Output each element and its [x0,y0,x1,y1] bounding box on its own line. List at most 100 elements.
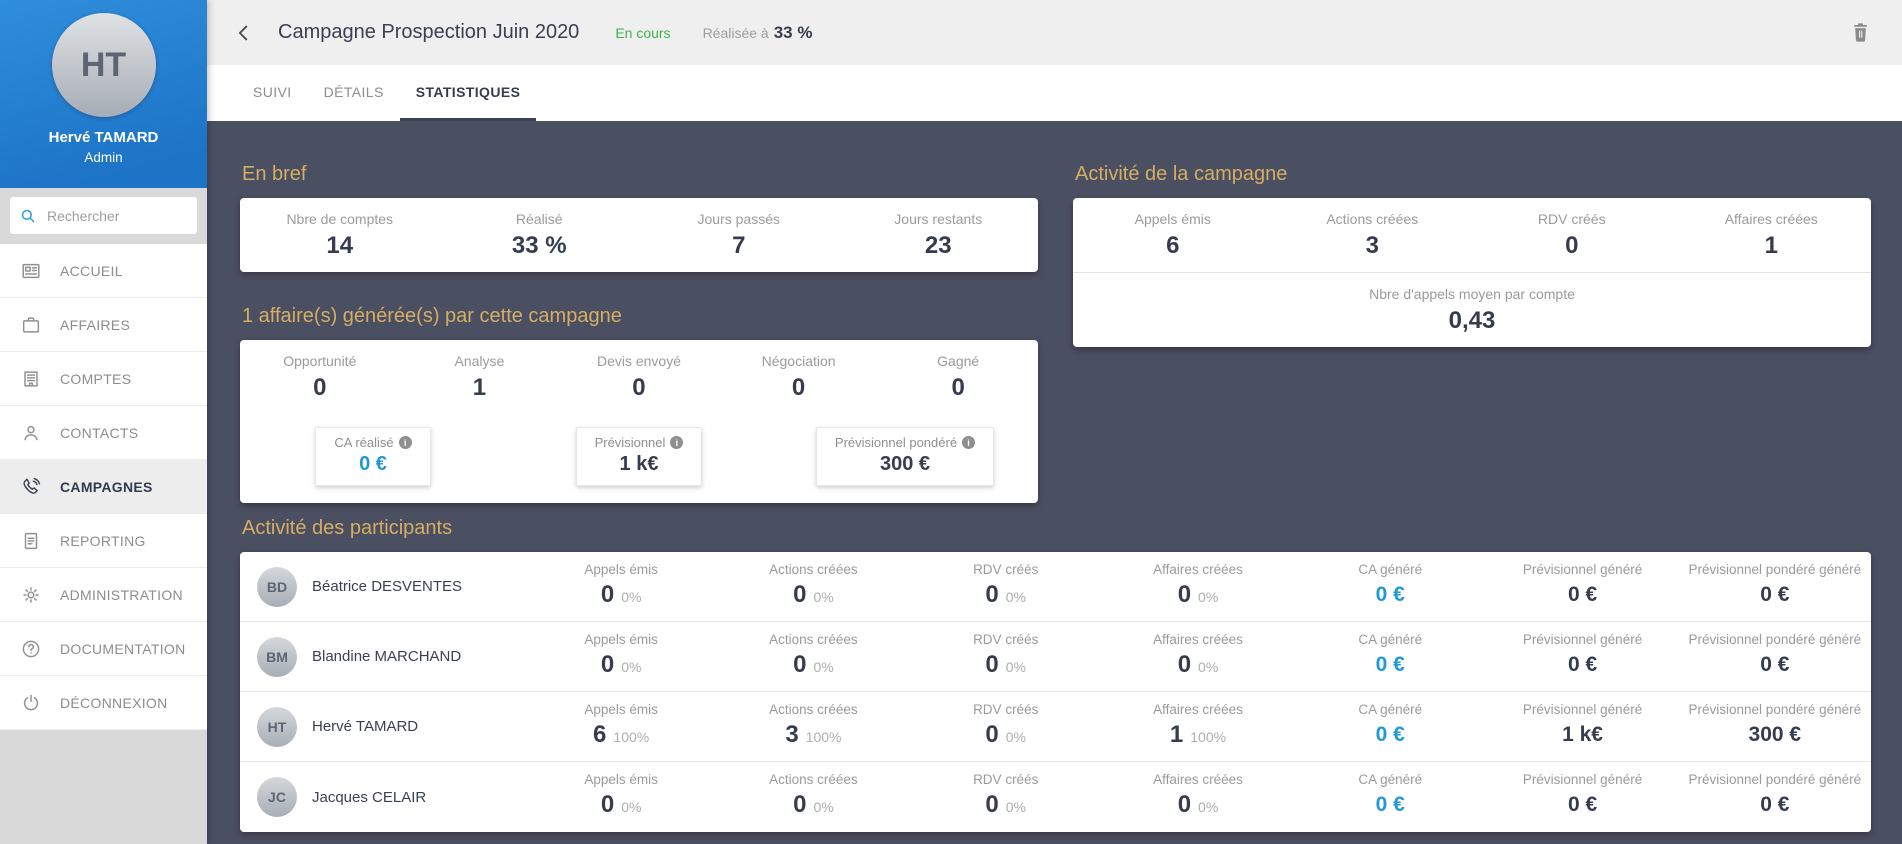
participant-stat: Prévisionnel généré 1 k€ [1486,692,1678,761]
pipeline-stat-value: 0 [313,374,327,401]
delete-campaign-button[interactable] [1851,22,1870,43]
participant-stat-value: 0 0% [910,581,1102,611]
participant-stat-value: 0 0% [717,791,909,821]
pipeline-stat-value: 0 [791,374,806,401]
sidebar-item-label: ADMINISTRATION [60,586,183,603]
tab-suivi[interactable]: SUIVI [253,83,292,100]
participant-stat-label: Prévisionnel pondéré généré [1688,562,1862,577]
participant-stat-number: 0 € [1375,583,1405,606]
participant-stat-value: 0 0% [717,651,909,681]
search-area [0,188,207,244]
participant-stat-value: 0 € [1679,581,1871,608]
participant-stat-label: Affaires créées [1153,702,1243,717]
participant-stat-number: 0 [985,791,999,818]
participant-avatar: BD [257,566,297,607]
participant-stat-number: 0 [600,791,615,818]
activite-stats-row: Appels émis 6 Actions créées 3 RDV créés 0 Aff… [1073,198,1871,272]
money-card-label: Prévisionnel i [595,435,684,450]
tab-bar: SUIVI DÉTAILS STATISTIQUES [207,65,1902,121]
participant-stat-label: Prévisionnel généré [1522,632,1643,647]
participant-stat-value: 0 0% [525,651,717,681]
participant-stat-value: 0 € [1486,581,1678,608]
participant-avatar: HT [257,706,297,747]
participant-stat: Prévisionnel pondéré généré 300 € [1679,692,1871,761]
search-input[interactable] [45,206,188,225]
en-bref-stat-label: Réalisé [515,211,563,227]
activite-stat-value: 1 [1764,232,1778,259]
sidebar-item-administration[interactable]: ADMINISTRATION [0,568,207,622]
participant-stat-value: 0 0% [1102,581,1294,611]
participant-stat-percent: 0% [1005,589,1026,605]
participant-stat-number: 0 € [1760,793,1790,816]
activite-stat-label: Appels émis [1134,211,1211,227]
participant-stat-label: RDV créés [973,702,1039,717]
pipeline-stat-value: 0 [632,374,646,401]
participant-stat-label: RDV créés [973,562,1039,577]
participant-stat-percent: 100% [805,729,842,745]
sidebar-item-reporting[interactable]: REPORTING [0,514,207,568]
activite-stat-label: Actions créées [1326,211,1419,227]
participant-stat-value: 300 € [1679,721,1871,748]
participant-stat: Prévisionnel pondéré généré 0 € [1679,762,1871,832]
status-badge: En cours [615,24,671,41]
pipeline-stat: Négociation 0 [719,340,879,414]
pipeline-row: Opportunité 0 Analyse 1 Devis envoyé 0 Négocia… [240,340,1038,414]
en-bref-stat-label: Jours passés [697,211,780,227]
participant-stat-label: CA généré [1358,632,1423,647]
en-bref-stat-label: Jours restants [894,211,983,227]
sidebar-item-accueil[interactable]: ACCUEIL [0,244,207,298]
avg-calls-label: Nbre d'appels moyen par compte [1369,286,1575,302]
pipeline-stat-value: 1 [472,374,487,401]
money-card-value: 1 k€ [619,453,659,475]
pipeline-stat: Devis envoyé 0 [559,340,719,414]
participant-stat-label: Prévisionnel généré [1522,772,1643,787]
sidebar-item-affaires[interactable]: AFFAIRES [0,298,207,352]
participant-stat: CA généré 0 € [1294,622,1486,691]
participant-stat-percent: 100% [1190,729,1227,745]
back-button[interactable] [233,22,255,44]
participant-stat-label: Appels émis [584,632,658,647]
info-icon[interactable]: i [670,436,684,449]
participant-stat-percent: 0% [621,589,642,605]
pipeline-stat-label: Gagné [937,353,980,369]
participant-stat-value: 3 100% [717,721,909,751]
participant-stat: CA généré 0 € [1294,762,1486,832]
money-card-label: Prévisionnel pondéré i [835,435,976,450]
sidebar-item-comptes[interactable]: COMPTES [0,352,207,406]
participant-stat-value: 1 100% [1102,721,1294,751]
participant-stat: Affaires créées 0 0% [1102,622,1294,691]
pipeline-stat: Analyse 1 [400,340,560,414]
participant-stat-label: Prévisionnel généré [1522,562,1643,577]
participant-stat-number: 0 € [1760,653,1790,676]
participant-stat-label: Prévisionnel généré [1522,702,1643,717]
participant-row: BM Blandine MARCHAND Appels émis 0 0% Actions… [240,622,1871,692]
en-bref-stat: Jours passés 7 [639,198,839,272]
participant-stat-value: 0 € [1294,791,1486,818]
participant-row: HT Hervé TAMARD Appels émis 6 100% Actions cr… [240,692,1871,762]
pipeline-stat: Opportunité 0 [240,340,400,414]
en-bref-stat: Jours restants 23 [839,198,1039,272]
participant-stat: Actions créées 0 0% [717,762,909,832]
sidebar-item-documentation[interactable]: DOCUMENTATION [0,622,207,676]
info-icon[interactable]: i [398,436,412,449]
power-icon [19,692,43,714]
activite-stat: Appels émis 6 [1073,198,1273,272]
tab-statistiques[interactable]: STATISTIQUES [399,65,537,121]
money-card-value: 300 € [879,453,931,475]
money-card-label-text: Prévisionnel [594,435,666,450]
info-icon[interactable]: i [962,436,976,449]
sidebar-item-campagnes[interactable]: CAMPAGNES [0,460,207,514]
participant-stat: CA généré 0 € [1294,692,1486,761]
participant-stat: Prévisionnel pondéré généré 0 € [1679,552,1871,621]
tab-details[interactable]: DÉTAILS [323,83,384,100]
participant-stat-percent: 100% [613,729,650,745]
sidebar-item-contacts[interactable]: CONTACTS [0,406,207,460]
participant-stat-percent: 0% [621,799,642,815]
activite-stat-value: 0 [1565,232,1579,259]
sidebar-item-deconnexion[interactable]: DÉCONNEXION [0,676,207,730]
participant-stat-number: 0 [985,721,999,748]
user-avatar[interactable]: HT [51,13,156,117]
participant-stat-number: 0 [1177,791,1192,818]
money-card-value: 0 € [359,453,387,475]
participant-stat: Appels émis 0 0% [525,762,717,832]
